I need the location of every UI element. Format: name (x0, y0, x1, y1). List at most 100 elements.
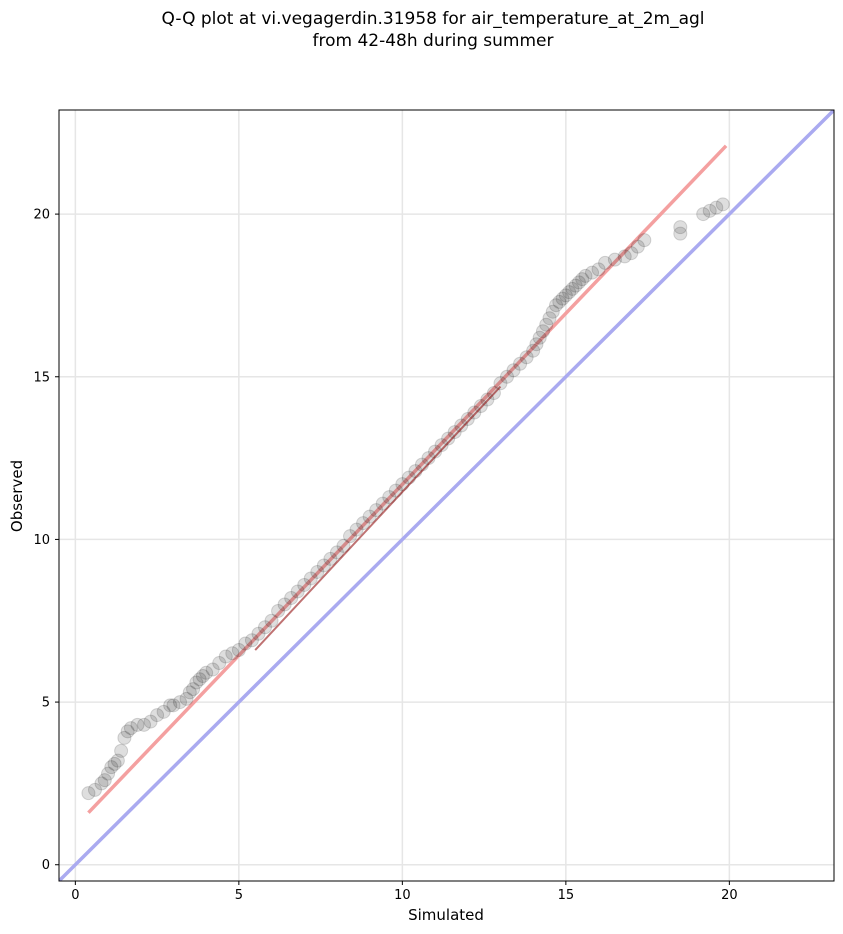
qq-point (101, 766, 116, 781)
qq-point (94, 776, 109, 791)
qq-point (277, 597, 292, 612)
qq-point (123, 721, 138, 736)
qq-point (244, 633, 259, 648)
x-tick-label: 0 (71, 888, 79, 903)
qq-point (526, 343, 541, 358)
chart-title-line2: from 42-48h during summer (312, 31, 554, 51)
qq-point (715, 197, 730, 212)
qq-point (329, 545, 344, 560)
qq-point (565, 281, 580, 296)
qq-point (454, 418, 469, 433)
qq-point (375, 496, 390, 511)
qq-point (195, 669, 210, 684)
qq-point (467, 405, 482, 420)
qq-point (231, 643, 246, 658)
plot-frame (58, 109, 835, 882)
qq-point (97, 773, 112, 788)
qq-point (499, 369, 514, 384)
fit-overlay (254, 385, 502, 651)
qq-point (549, 298, 564, 313)
qq-point (343, 529, 358, 544)
qq-point (555, 291, 570, 306)
y-tick-label: 10 (33, 533, 50, 548)
qq-point (545, 304, 560, 319)
points (81, 197, 730, 801)
qq-point (225, 646, 240, 661)
qq-point (369, 503, 384, 518)
qq-point (460, 412, 475, 427)
qq-point (434, 438, 449, 453)
qq-point (630, 239, 645, 254)
qq-point (87, 782, 102, 797)
qq-point (114, 743, 129, 758)
qq-point (130, 717, 145, 732)
qq-point (673, 220, 688, 235)
qq-point (513, 356, 528, 371)
qq-point (336, 538, 351, 553)
qq-point (143, 714, 158, 729)
qq-point (702, 203, 717, 218)
y-tick-label: 5 (42, 696, 50, 711)
qq-point (172, 695, 187, 710)
x-axis-label: Simulated (408, 906, 484, 924)
qq-point (562, 285, 577, 300)
qq-point (709, 200, 724, 215)
qq-point (617, 249, 632, 264)
qq-point (382, 490, 397, 505)
qq-point (637, 233, 652, 248)
qq-point (238, 636, 253, 651)
fit-line (87, 144, 728, 814)
qq-point (607, 252, 622, 267)
qq-point (284, 590, 299, 605)
qq-point (571, 275, 586, 290)
qq-point (163, 698, 178, 713)
qq-point (673, 226, 688, 241)
qq-point (150, 708, 165, 723)
y-tick-label: 0 (42, 858, 50, 873)
qq-point (189, 675, 204, 690)
qq-point (568, 278, 583, 293)
qq-point (535, 324, 550, 339)
x-tick-label: 5 (235, 888, 243, 903)
qq-point (696, 207, 711, 222)
y-axis-label: Observed (8, 460, 26, 532)
chart-title-line1: Q-Q plot at vi.vegagerdin.31958 for air_… (161, 9, 705, 29)
qq-point (199, 665, 214, 680)
qq-point (356, 516, 371, 531)
y-tick-label: 20 (33, 208, 50, 223)
qq-point (591, 262, 606, 277)
x-tick-label: 20 (721, 888, 738, 903)
qq-point (349, 522, 364, 537)
qq-point (542, 311, 557, 326)
x-tick-label: 15 (558, 888, 575, 903)
qq-point (156, 704, 171, 719)
qq-point (598, 255, 613, 270)
qq-point (578, 268, 593, 283)
fit-line-highlight (254, 385, 502, 651)
qq-point (493, 376, 508, 391)
grid (59, 110, 834, 881)
qq-point (310, 564, 325, 579)
qq-point (179, 691, 194, 706)
qq-point (110, 753, 125, 768)
x-tick-label: 10 (394, 888, 411, 903)
qq-point (107, 756, 122, 771)
qq-point (323, 551, 338, 566)
qq-point (539, 317, 554, 332)
qq-point (251, 626, 266, 641)
identity-line (59, 110, 834, 881)
qq-point (506, 363, 521, 378)
qq-point (166, 698, 181, 713)
qq-point (624, 246, 639, 261)
qq-point (120, 724, 135, 739)
qq-point (104, 760, 119, 775)
qq-point (441, 431, 456, 446)
qq-point (212, 656, 227, 671)
qq-point (81, 786, 96, 801)
qq-point (205, 662, 220, 677)
qq-point (192, 672, 207, 687)
qq-point (585, 265, 600, 280)
ticks: 0 5 10 15 20 0 5 10 15 20 (33, 208, 737, 903)
qq-point (137, 717, 152, 732)
